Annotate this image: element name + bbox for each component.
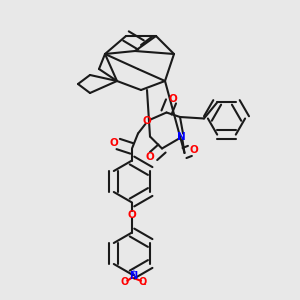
Text: O: O (146, 152, 154, 163)
Text: +: + (130, 269, 136, 275)
Text: O: O (168, 94, 177, 104)
Text: -: - (142, 279, 146, 289)
Text: N: N (177, 131, 186, 142)
Text: O: O (138, 277, 147, 287)
Text: O: O (110, 137, 118, 148)
Text: O: O (142, 116, 152, 127)
Text: O: O (189, 145, 198, 155)
Text: N: N (129, 271, 138, 281)
Text: O: O (128, 209, 136, 220)
Text: O: O (120, 277, 129, 287)
